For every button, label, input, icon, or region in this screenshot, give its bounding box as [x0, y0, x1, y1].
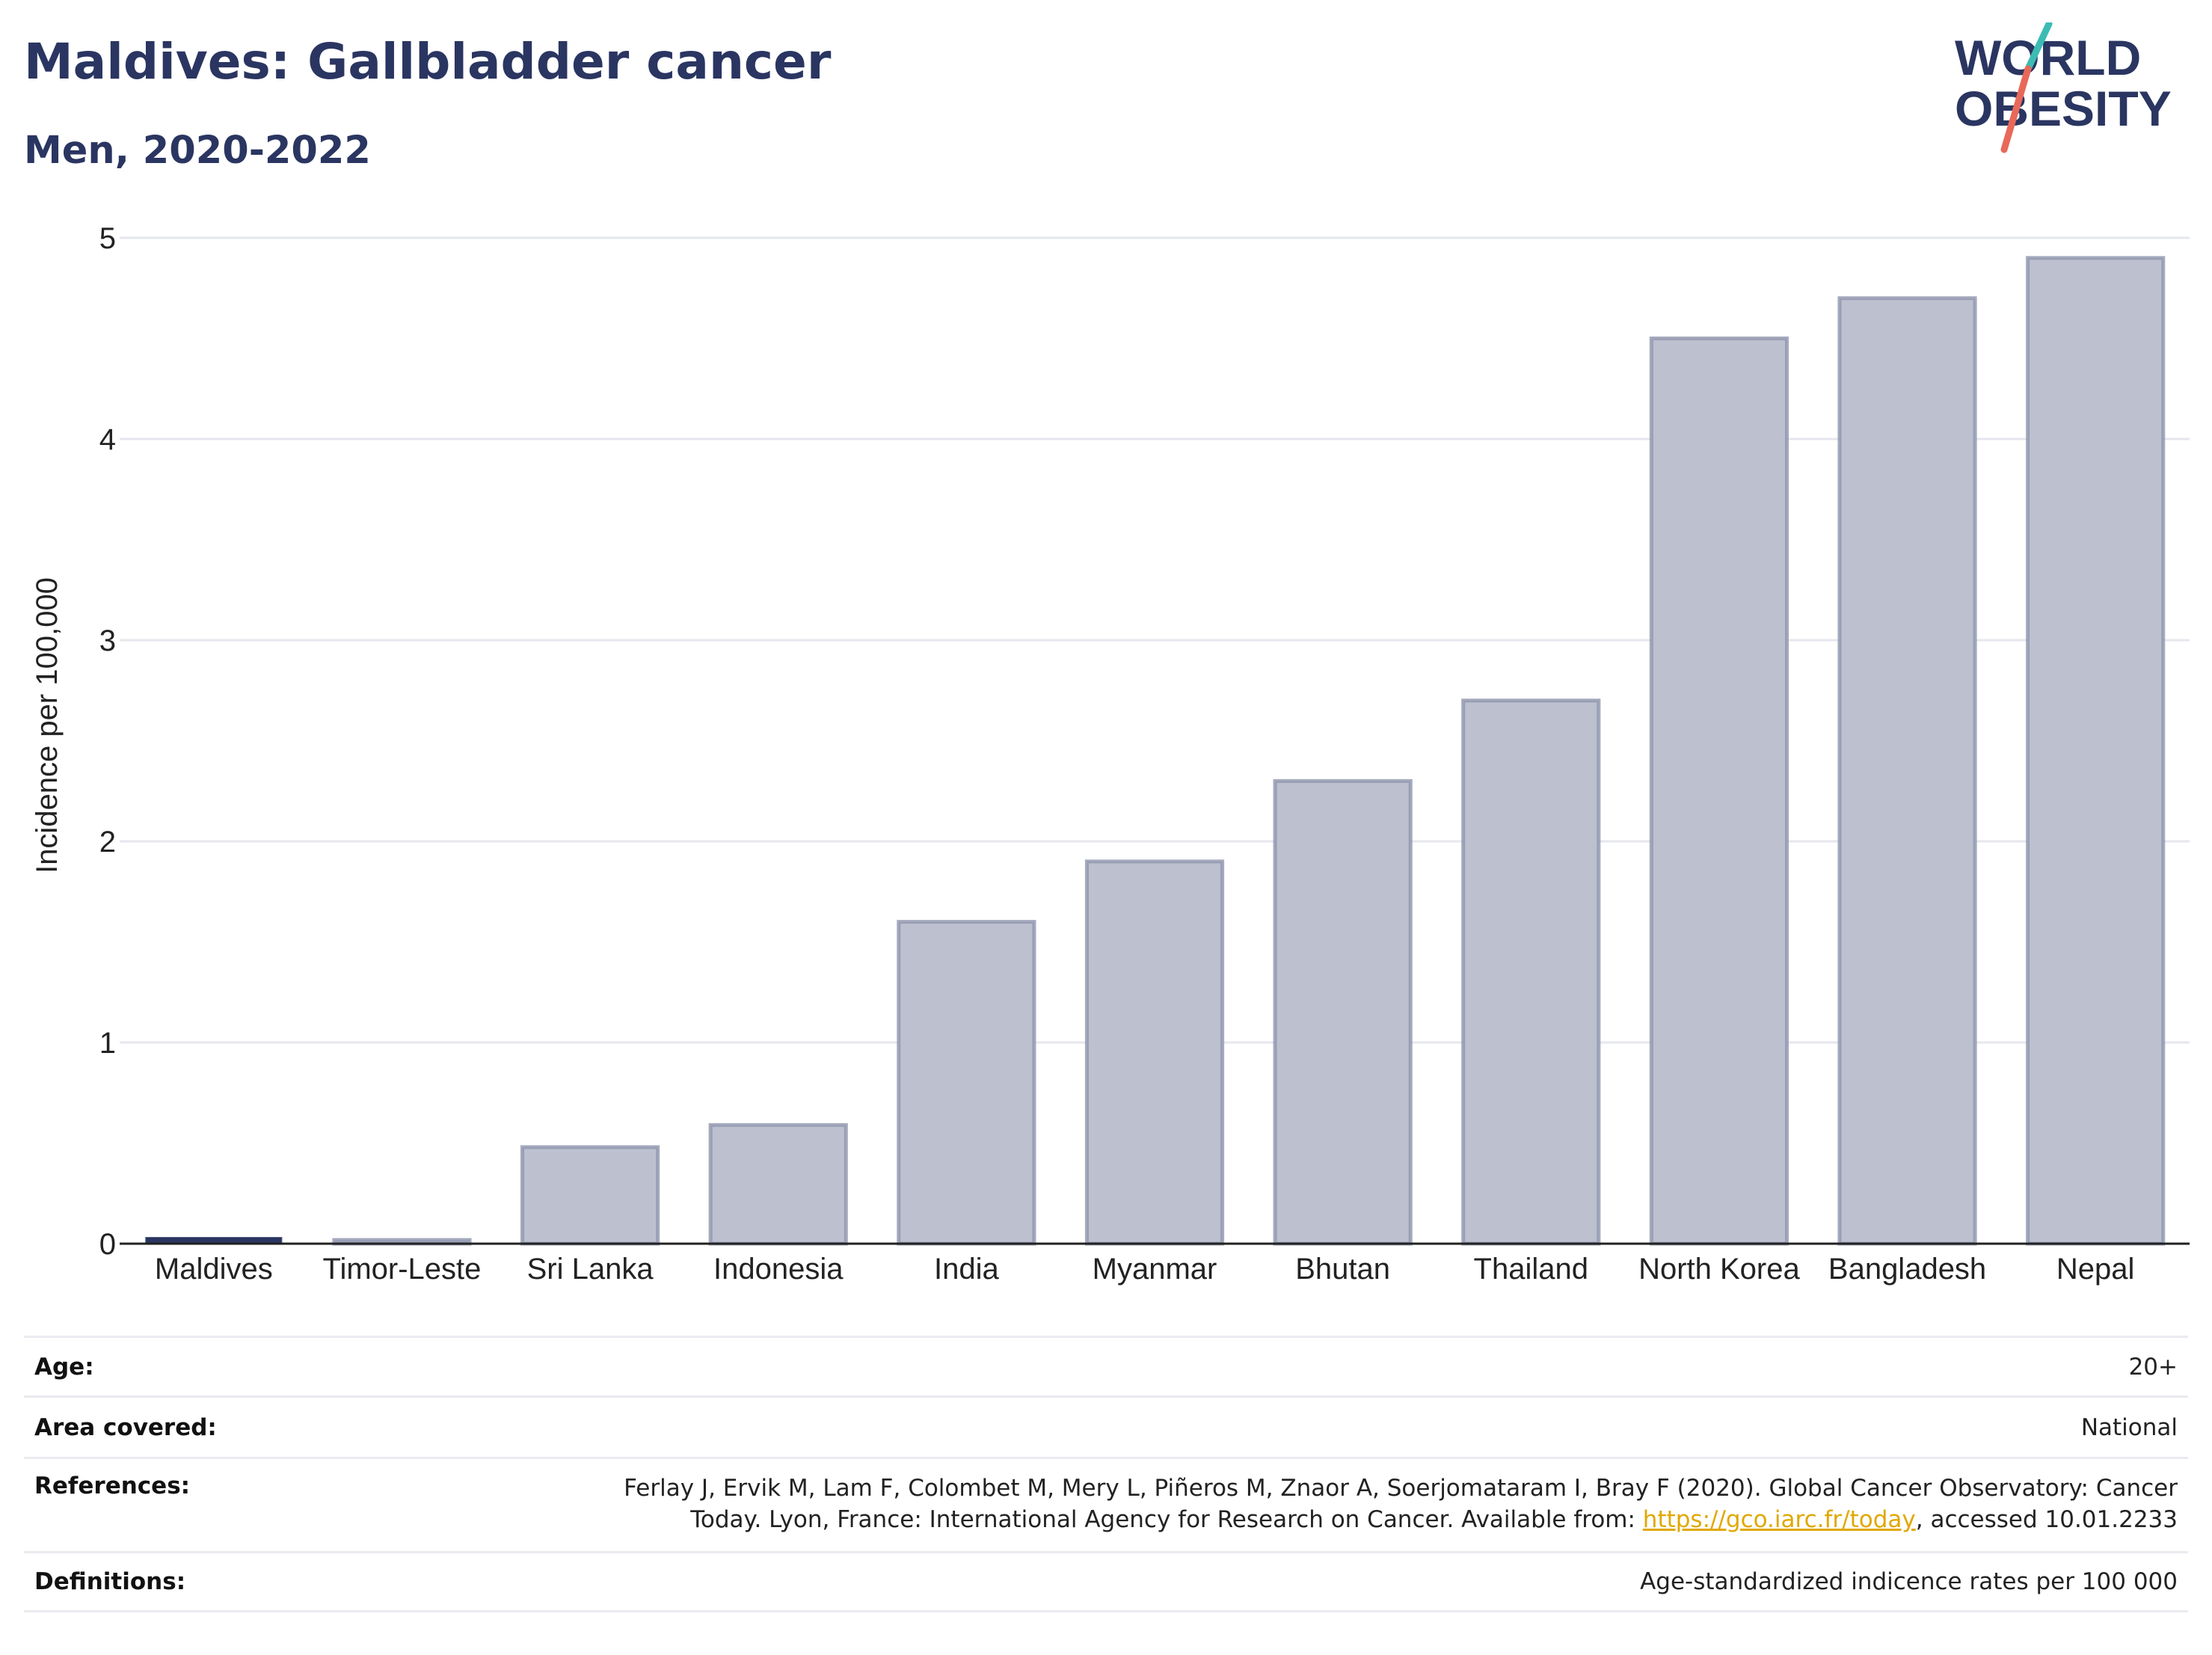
- axes: 0 1 2 3 4 5 Maldives Timor-Leste Sri Lanka Indone…: [99, 222, 2190, 1286]
- bar-bhutan: [1273, 779, 1413, 1246]
- x-tick-label: Bhutan: [1295, 1253, 1390, 1286]
- world-obesity-logo: WORLD OBESITY: [1955, 22, 2172, 153]
- bar-indonesia: [708, 1123, 848, 1246]
- x-tick-label: Indonesia: [713, 1253, 844, 1286]
- references-line-2-post: , accessed 10.01.2233: [1915, 1506, 2178, 1533]
- y-tick-label: 5: [99, 222, 116, 255]
- bar-sri-lanka: [520, 1145, 660, 1246]
- bar-myanmar: [1084, 859, 1225, 1246]
- age-label: Age:: [34, 1353, 94, 1381]
- x-tick-label: India: [934, 1253, 999, 1286]
- bar-thailand: [1461, 698, 1601, 1246]
- area-value: National: [2080, 1413, 2178, 1441]
- area-label: Area covered:: [34, 1413, 217, 1441]
- x-tick-label: Myanmar: [1093, 1253, 1217, 1286]
- age-value: 20+: [2128, 1353, 2178, 1381]
- references-value: Ferlay J, Ervik M, Lam F, Colombet M, Me…: [624, 1473, 2178, 1535]
- definitions-label: Definitions:: [34, 1568, 186, 1595]
- x-tick-label: Timor-Leste: [323, 1253, 482, 1286]
- y-tick-label: 4: [99, 423, 116, 456]
- logo-slash-red: [2000, 65, 2032, 153]
- references-link[interactable]: https://gco.iarc.fr/today: [1642, 1506, 1916, 1533]
- y-tick-label: 0: [99, 1228, 116, 1261]
- y-axis-label: Incidence per 100,000: [31, 577, 64, 873]
- x-tick-label: Thailand: [1474, 1253, 1588, 1286]
- definitions-value: Age-standardized indicence rates per 100…: [1640, 1568, 2178, 1595]
- logo-text-world: WORLD: [1955, 30, 2141, 85]
- logo-slash-teal: [2024, 22, 2053, 73]
- references-line-1: Ferlay J, Ervik M, Lam F, Colombet M, Me…: [624, 1475, 2178, 1502]
- bar-nepal: [2026, 256, 2166, 1246]
- x-tick-label: Bangladesh: [1828, 1253, 1986, 1286]
- references-label: References:: [34, 1473, 191, 1499]
- references-line-2-pre: Today. Lyon, France: International Agenc…: [690, 1506, 1643, 1533]
- info-row-age: Age: 20+: [24, 1336, 2188, 1395]
- x-tick-label: Nepal: [2056, 1253, 2135, 1286]
- x-tick-label: North Korea: [1638, 1253, 1800, 1286]
- chart-title: Maldives: Gallbladder cancer: [24, 33, 832, 90]
- y-tick-label: 3: [99, 624, 116, 657]
- info-row-references: References: Ferlay J, Ervik M, Lam F, Co…: [24, 1457, 2188, 1551]
- x-tick-label: Maldives: [155, 1253, 273, 1286]
- bar-bangladesh: [1837, 296, 1977, 1246]
- info-row-definitions: Definitions: Age-standardized indicence …: [24, 1551, 2188, 1612]
- bar-north-korea: [1649, 337, 1789, 1246]
- chart-subtitle: Men, 2020-2022: [24, 129, 371, 173]
- info-row-area: Area covered: National: [24, 1395, 2188, 1457]
- bars: [145, 256, 2166, 1246]
- info-table: Age: 20+ Area covered: National Referenc…: [24, 1336, 2188, 1612]
- y-tick-label: 1: [99, 1027, 116, 1060]
- x-tick-label: Sri Lanka: [527, 1253, 654, 1286]
- bar-india: [897, 920, 1036, 1246]
- bar-chart: 0 1 2 3 4 5 Maldives Timor-Leste Sri Lanka Indone…: [31, 222, 2190, 1286]
- y-tick-label: 2: [99, 826, 116, 859]
- logo-text-obesity: OBESITY: [1955, 81, 2172, 136]
